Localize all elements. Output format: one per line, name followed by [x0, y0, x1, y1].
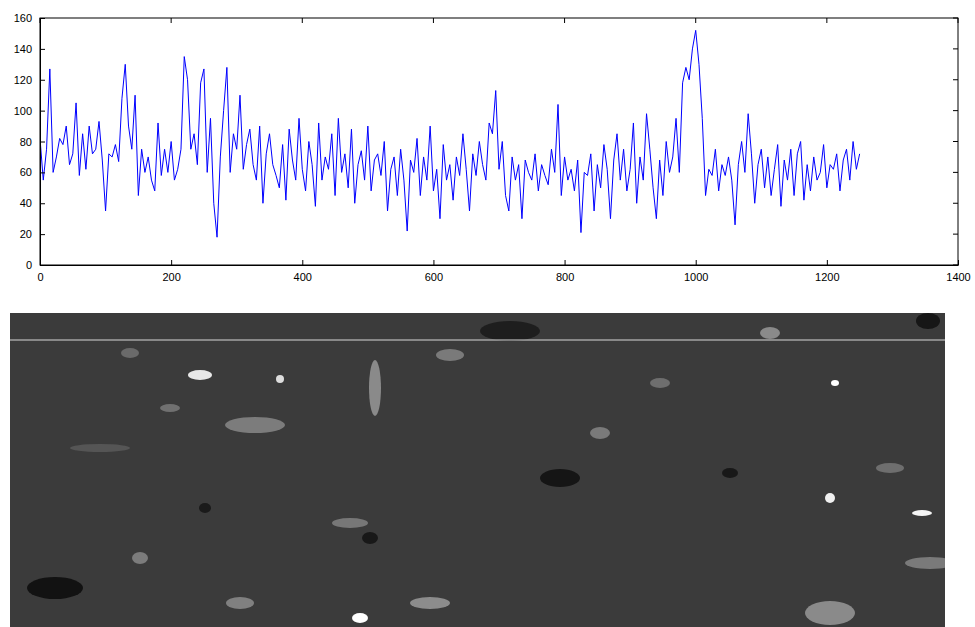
tick-mark	[171, 18, 172, 23]
tick-mark	[302, 18, 303, 23]
tick-mark	[953, 141, 958, 142]
image-feature	[905, 557, 945, 569]
figure: 0 200 400 600 800 1000 1200 1400 0 20 40 60 80 100 120…	[0, 0, 975, 627]
image-feature	[805, 601, 855, 625]
image-feature	[121, 348, 139, 358]
tick-mark	[40, 111, 45, 112]
plot-frame	[40, 18, 958, 265]
tick-label: 1200	[815, 271, 839, 283]
tick-mark	[953, 48, 958, 49]
scan-line	[10, 340, 945, 341]
plot-background	[40, 18, 958, 265]
image-feature	[825, 493, 835, 503]
scan-image	[10, 313, 963, 627]
tick-mark	[40, 234, 45, 235]
image-feature	[362, 532, 378, 544]
tick-mark	[40, 203, 45, 204]
tick-label: 120	[14, 74, 32, 86]
tick: 60	[20, 166, 45, 178]
tick-mark	[433, 260, 434, 265]
image-feature	[352, 613, 368, 623]
image-feature	[650, 378, 670, 388]
image-feature	[27, 577, 83, 599]
tick-mark	[953, 110, 958, 111]
image-feature	[876, 463, 904, 473]
tick-label: 1000	[684, 271, 708, 283]
tick: 800	[556, 260, 574, 283]
tick: 40	[20, 197, 45, 209]
tick-mark	[564, 18, 565, 23]
image-feature	[912, 510, 932, 516]
tick-mark	[826, 18, 827, 23]
x-axis: 0 200 400 600 800 1000 1200 1400	[37, 260, 970, 283]
image-ground	[10, 313, 945, 627]
image-feature	[831, 380, 839, 386]
image-feature	[916, 313, 940, 329]
image-feature	[332, 518, 368, 528]
tick: 80	[20, 136, 45, 148]
tick-mark	[40, 80, 45, 81]
image-feature	[410, 597, 450, 609]
tick-mark	[695, 18, 696, 23]
tick-label: 160	[14, 12, 32, 24]
tick: 1000	[684, 260, 708, 283]
image-feature	[436, 349, 464, 361]
tick-mark	[953, 203, 958, 204]
tick-mark	[953, 172, 958, 173]
tick-mark	[40, 172, 45, 173]
image-feature	[160, 404, 180, 412]
tick-mark	[40, 142, 45, 143]
image-feature	[70, 444, 130, 452]
data-layer	[40, 30, 860, 237]
tick: 20	[20, 228, 45, 240]
tick-mark	[565, 260, 566, 265]
tick-mark	[171, 260, 172, 265]
tick-mark	[827, 260, 828, 265]
image-feature	[760, 327, 780, 339]
tick: 600	[425, 260, 443, 283]
tick-label: 0	[37, 271, 43, 283]
tick-label: 100	[14, 105, 32, 117]
image-feature	[276, 375, 284, 383]
tick-mark	[302, 260, 303, 265]
tick-label: 1400	[946, 271, 970, 283]
image-feature	[722, 468, 738, 478]
tick-mark	[696, 260, 697, 265]
tick-mark	[953, 234, 958, 235]
image-feature	[132, 552, 148, 564]
tick: 400	[294, 260, 312, 283]
image-feature	[226, 597, 254, 609]
tick-mark	[433, 18, 434, 23]
tick-label: 80	[20, 136, 32, 148]
image-feature	[188, 370, 212, 380]
image-feature	[199, 503, 211, 513]
image-feature	[590, 427, 610, 439]
data-line	[40, 30, 860, 237]
tick-mark	[953, 18, 958, 19]
tick: 1200	[815, 260, 839, 283]
tick-label: 20	[20, 228, 32, 240]
tick-label: 200	[162, 271, 180, 283]
tick-mark	[953, 79, 958, 80]
tick-label: 40	[20, 197, 32, 209]
image-feature	[540, 469, 580, 487]
tick-label: 600	[425, 271, 443, 283]
tick-mark	[953, 265, 958, 266]
tick-label: 60	[20, 166, 32, 178]
tick-label: 400	[294, 271, 312, 283]
tick-label: 0	[26, 259, 32, 271]
plot: 0 200 400 600 800 1000 1200 1400 0 20 40 60 80 100 120…	[14, 12, 971, 283]
tick-mark	[958, 18, 959, 23]
tick: 160	[14, 12, 45, 24]
image-feature	[480, 321, 540, 341]
tick-label: 800	[556, 271, 574, 283]
image-feature	[225, 417, 285, 433]
image-feature	[369, 360, 381, 416]
tick-label: 140	[14, 43, 32, 55]
tick-mark	[40, 18, 41, 23]
tick-mark	[40, 49, 45, 50]
tick: 200	[162, 260, 180, 283]
